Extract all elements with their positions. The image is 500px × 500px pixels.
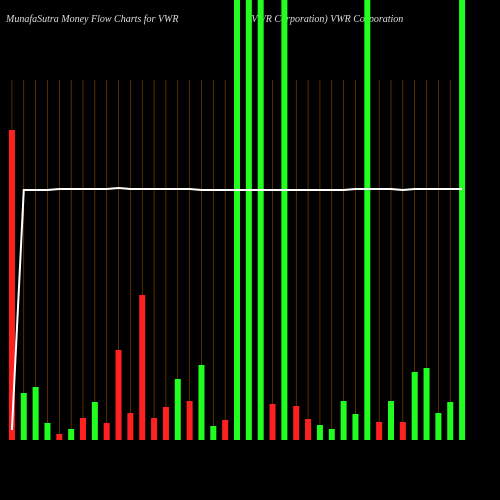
chart-title: MunafaSutra Money Flow Charts for VWR bbox=[5, 14, 179, 25]
bar bbox=[423, 368, 430, 440]
bar bbox=[20, 393, 27, 440]
bar bbox=[186, 401, 193, 440]
bar bbox=[316, 425, 323, 440]
bar bbox=[151, 418, 158, 440]
bar bbox=[435, 413, 442, 440]
bar bbox=[399, 422, 406, 440]
bar bbox=[162, 407, 169, 440]
bar bbox=[32, 387, 39, 440]
bar bbox=[80, 418, 86, 440]
bar bbox=[91, 402, 98, 440]
bar bbox=[340, 401, 347, 440]
bar bbox=[328, 429, 335, 440]
bar bbox=[364, 0, 371, 440]
bar bbox=[257, 0, 264, 440]
chart-subtitle: (VWR Corporation) VWR Corporation bbox=[248, 14, 403, 25]
bar bbox=[222, 420, 229, 440]
bar bbox=[411, 372, 418, 440]
bar bbox=[56, 434, 63, 440]
bar bbox=[198, 365, 205, 440]
bar bbox=[459, 0, 466, 440]
bar bbox=[68, 429, 75, 440]
bar bbox=[139, 295, 146, 440]
bar bbox=[115, 350, 122, 440]
bar bbox=[447, 402, 454, 440]
bar bbox=[234, 0, 240, 440]
trend-line bbox=[10, 186, 463, 431]
bar bbox=[388, 401, 394, 440]
bar bbox=[44, 423, 51, 440]
bar bbox=[281, 0, 288, 440]
bar bbox=[174, 379, 181, 440]
bar bbox=[305, 419, 312, 440]
bar bbox=[103, 423, 110, 440]
bar bbox=[8, 130, 15, 440]
bar bbox=[245, 0, 252, 440]
bar bbox=[376, 422, 383, 440]
bar bbox=[293, 406, 300, 440]
bar bbox=[269, 404, 276, 440]
bar bbox=[352, 414, 359, 440]
bar bbox=[127, 413, 134, 440]
bar bbox=[210, 426, 217, 440]
